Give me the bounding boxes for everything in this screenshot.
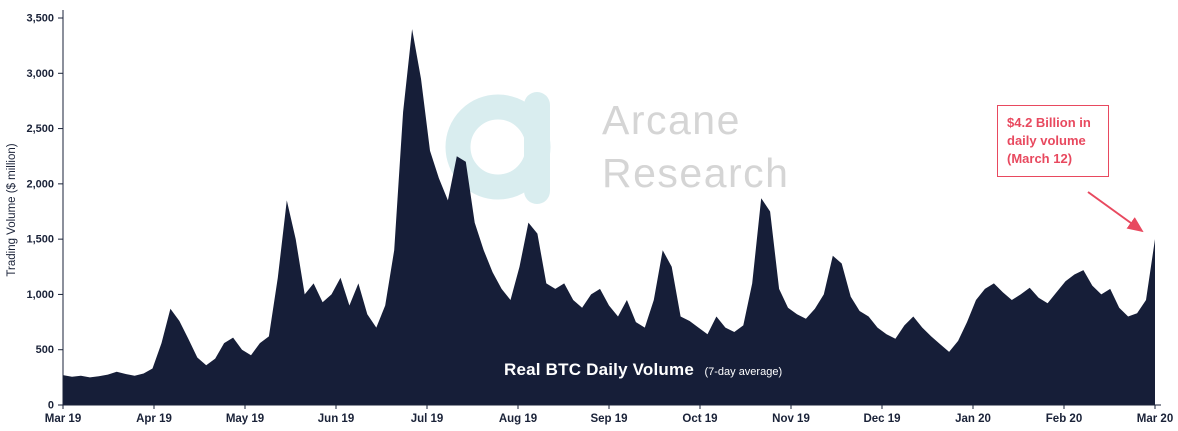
x-tick-label: Jul 19 bbox=[411, 413, 444, 425]
x-tick-label: Jun 19 bbox=[318, 413, 354, 425]
x-tick-label: Apr 19 bbox=[136, 413, 172, 425]
y-axis-title: Trading Volume ($ million) bbox=[6, 143, 18, 277]
x-tick-label: May 19 bbox=[226, 413, 264, 425]
logo-stem bbox=[524, 92, 550, 204]
y-tick-label: 3,000 bbox=[26, 68, 54, 80]
chart-subtitle: (7-day average) bbox=[704, 366, 783, 378]
x-tick-label: Oct 19 bbox=[682, 413, 717, 425]
x-tick-label: Aug 19 bbox=[499, 413, 537, 425]
annotation-callout: $4.2 Billion in daily volume (March 12) bbox=[997, 105, 1109, 177]
chart-title: Real BTC Daily Volume bbox=[504, 360, 694, 379]
annotation-line-3: (March 12) bbox=[1007, 150, 1073, 166]
annotation-arrow bbox=[1087, 191, 1144, 233]
y-tick-label: 1,500 bbox=[26, 234, 54, 246]
watermark-line-2: Research bbox=[602, 150, 790, 196]
x-tick-label: Mar 19 bbox=[45, 413, 81, 425]
watermark: Arcane Research bbox=[602, 94, 789, 200]
x-tick-label: Dec 19 bbox=[863, 413, 900, 425]
annotation-line-1: $4.2 Billion in bbox=[1007, 115, 1091, 130]
y-tick-label: 2,000 bbox=[26, 178, 54, 190]
watermark-logo-icon bbox=[445, 92, 551, 204]
x-tick-label: Mar 20 bbox=[1137, 413, 1173, 425]
y-tick-label: 0 bbox=[48, 400, 54, 412]
y-tick-label: 2,500 bbox=[26, 123, 54, 135]
x-tick-label: Sep 19 bbox=[590, 413, 627, 425]
y-tick-label: 1,000 bbox=[26, 289, 54, 301]
y-tick-label: 500 bbox=[36, 344, 54, 356]
volume-area-series bbox=[63, 29, 1155, 405]
watermark-line-1: Arcane bbox=[602, 97, 741, 143]
x-tick-label: Nov 19 bbox=[772, 413, 810, 425]
chart-title-group: Real BTC Daily Volume (7-day average) bbox=[504, 360, 782, 380]
y-tick-label: 3,500 bbox=[26, 13, 54, 25]
x-tick-label: Feb 20 bbox=[1046, 413, 1082, 425]
plot-area: 0 500 1,000 1,500 2,000 2,500 3,000 3,500 Mar 19… bbox=[26, 10, 1173, 425]
x-tick-label: Jan 20 bbox=[955, 413, 991, 425]
annotation-line-2: daily volume bbox=[1007, 132, 1086, 148]
